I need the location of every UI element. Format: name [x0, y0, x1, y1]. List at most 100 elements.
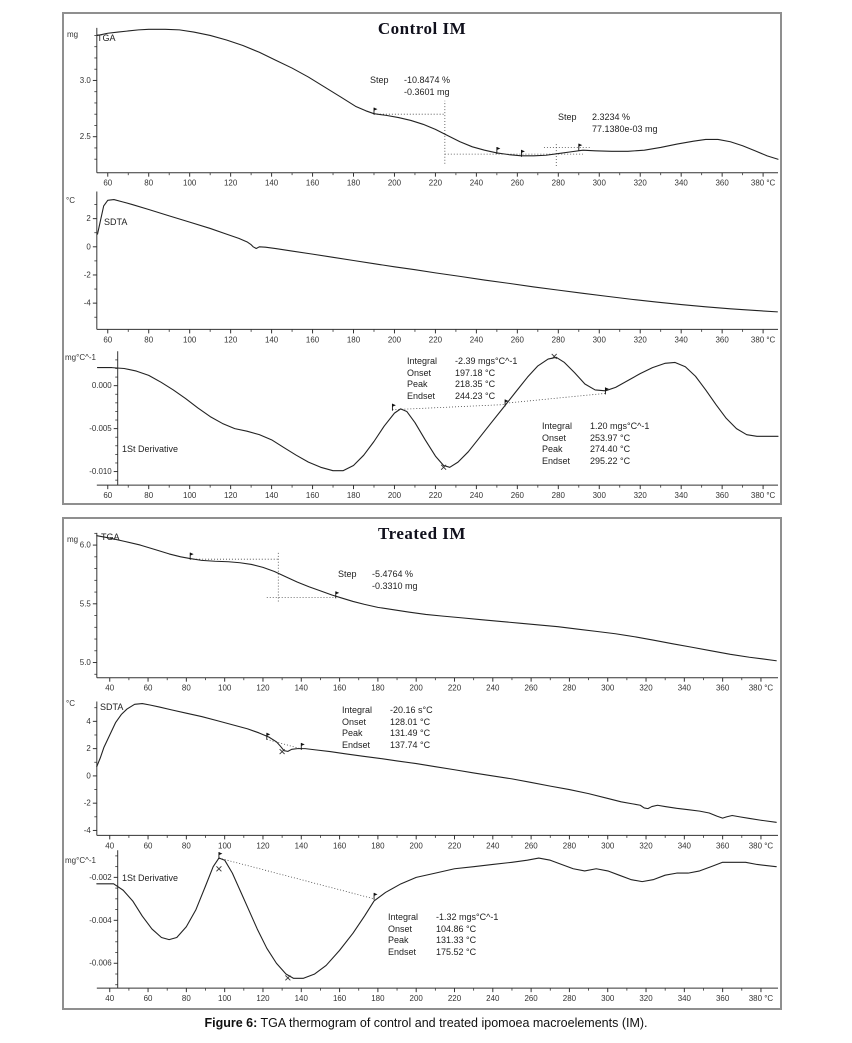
- curve-1st-derivative: [96, 356, 779, 472]
- x-tick-label: 320: [639, 841, 653, 850]
- x-tick-label: 200: [410, 841, 424, 850]
- x-tick-label: 380 °C: [751, 491, 776, 500]
- panel-title: Treated IM: [378, 524, 466, 543]
- table-key: Peak: [342, 728, 363, 738]
- y-tick-label: 5.5: [80, 599, 92, 608]
- x-tick-label: 40: [105, 684, 114, 693]
- y-tick-label: -2: [84, 270, 92, 279]
- table-value: 128.01 °C: [390, 716, 431, 727]
- x-tick-label: 140: [295, 684, 309, 693]
- x-tick-label: 300: [601, 841, 615, 850]
- caption-text: TGA thermogram of control and treated ip…: [257, 1016, 648, 1030]
- y-tick-label: -0.005: [89, 424, 112, 433]
- table-value: 104.86 °C: [436, 923, 477, 934]
- curve-label-sdta: SDTA: [100, 702, 124, 712]
- x-tick-label: 240: [470, 491, 484, 500]
- y-unit-label: mg: [67, 30, 79, 39]
- table-value: -20.16 s°C: [390, 705, 433, 715]
- flag-marker: [496, 147, 501, 151]
- table-key: Integral: [342, 705, 373, 715]
- x-tick-label: 260: [511, 491, 525, 500]
- curve-tga: [96, 28, 779, 160]
- x-tick-label: 240: [486, 684, 500, 693]
- step-key: Step: [370, 75, 389, 85]
- dotted-guide-line: [509, 392, 606, 404]
- x-tick-label: 380 °C: [749, 684, 774, 693]
- x-tick-label: 100: [218, 841, 232, 850]
- flag-marker: [190, 552, 194, 556]
- caption-label: Figure 6:: [204, 1016, 258, 1030]
- x-tick-label: 340: [675, 491, 689, 500]
- figure-caption: Figure 6: TGA thermogram of control and …: [0, 1016, 852, 1030]
- x-tick-label: 240: [486, 994, 500, 1003]
- table-value: 244.23 °C: [455, 390, 496, 401]
- x-tick-label: 100: [183, 491, 197, 500]
- table-value: 175.52 °C: [436, 946, 477, 957]
- peak-table-sdta: Integral -20.16 s°C Onset 128.01 °C Peak 131.…: [342, 705, 433, 751]
- x-tick-label: 320: [634, 491, 648, 500]
- x-tick-label: 220: [429, 491, 443, 500]
- x-tick-label: 100: [218, 684, 232, 693]
- x-tick-label: 340: [675, 335, 689, 344]
- x-tick-label: 40: [105, 841, 114, 850]
- y-tick-label: 3.0: [80, 76, 92, 85]
- curve-tga: [96, 535, 777, 662]
- x-tick-label: 200: [410, 684, 424, 693]
- x-tick-label: 160: [333, 841, 347, 850]
- step-key: Step: [558, 112, 577, 122]
- table-key: Onset: [407, 367, 432, 378]
- x-tick-label: 240: [470, 335, 484, 344]
- x-tick-label: 260: [511, 335, 525, 344]
- x-tick-label: 360: [716, 335, 730, 344]
- x-tick-label: 360: [716, 179, 730, 188]
- x-tick-label: 60: [103, 179, 112, 188]
- x-tick-label: 120: [256, 841, 270, 850]
- x-tick-label: 160: [306, 491, 320, 500]
- x-tick-label: 280: [552, 179, 566, 188]
- flag-marker: [578, 143, 583, 147]
- x-tick-label: 100: [218, 994, 232, 1003]
- x-tick-label: 100: [183, 335, 197, 344]
- x-tick-label: 320: [639, 684, 653, 693]
- curve-label-sdta: SDTA: [104, 217, 128, 227]
- x-tick-label: 200: [388, 491, 402, 500]
- y-tick-label: -2: [84, 799, 92, 808]
- table-value: 274.40 °C: [590, 444, 631, 454]
- x-tick-label: 280: [563, 684, 577, 693]
- curve-label-derivative: 1St Derivative: [122, 873, 179, 883]
- y-tick-label: 2: [86, 744, 91, 753]
- y-tick-label: -4: [84, 826, 92, 835]
- x-tick-label: 360: [716, 841, 730, 850]
- y-tick-label: -0.006: [89, 959, 112, 968]
- x-tick-label: 300: [593, 335, 607, 344]
- control-panel: 60 80 100 120 140 160 180 200 220 240 260 280 300 320…: [62, 12, 782, 505]
- x-tick-label: 220: [448, 994, 462, 1003]
- x-tick-label: 60: [103, 335, 112, 344]
- table-key: Peak: [407, 379, 428, 389]
- y-tick-label: 2: [86, 214, 91, 223]
- x-tick-label: 260: [524, 684, 538, 693]
- treated-plots-svg: 40 60 80 100 120 140 160 180 200 220 240 260 280 300 3…: [80, 532, 779, 1003]
- x-tick-label: 120: [256, 994, 270, 1003]
- step-mass: -0.3601 mg: [404, 87, 450, 97]
- x-tick-label: 160: [333, 684, 347, 693]
- flag-marker: [301, 742, 305, 746]
- x-tick-label: 300: [593, 491, 607, 500]
- flag-marker: [218, 852, 223, 856]
- x-tick-label: 80: [144, 491, 153, 500]
- table-key: Integral: [542, 421, 573, 431]
- x-tick-label: 180: [371, 994, 385, 1003]
- x-tick-label: 340: [678, 994, 692, 1003]
- y-tick-label: 0.000: [92, 381, 112, 390]
- x-tick-label: 140: [295, 994, 309, 1003]
- flag-marker: [505, 399, 509, 403]
- table-key: Endset: [388, 946, 417, 957]
- x-tick-label: 380 °C: [751, 335, 776, 344]
- y-tick-label: -0.004: [89, 916, 112, 925]
- x-tick-label: 300: [593, 179, 607, 188]
- x-marker: [216, 865, 222, 872]
- table-key: Onset: [388, 923, 413, 934]
- x-tick-label: 80: [144, 335, 153, 344]
- x-tick-label: 360: [716, 684, 730, 693]
